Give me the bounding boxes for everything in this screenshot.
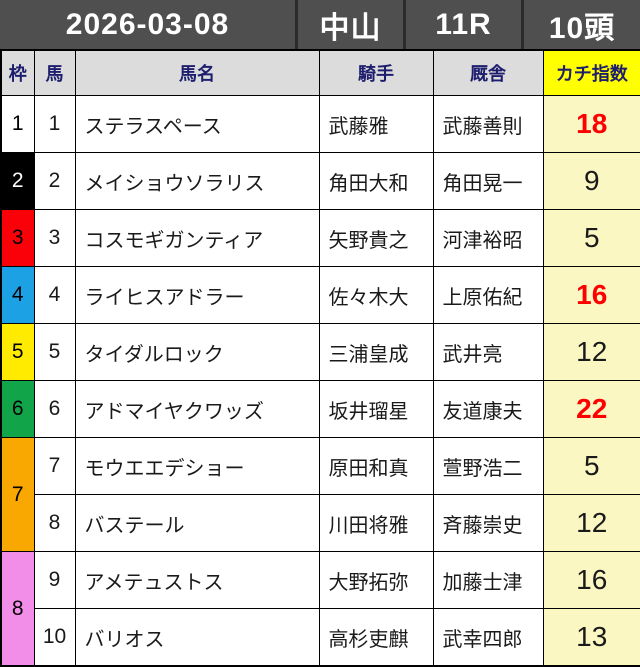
col-header-waku: 枠 <box>0 49 35 96</box>
waku-cell: 2 <box>0 152 35 210</box>
index-cell: 18 <box>542 95 640 153</box>
table-row: 10 バリオス 高杉吏麒 武幸四郎 13 <box>1 608 640 667</box>
jockey-cell: 矢野貴之 <box>318 209 434 267</box>
jockey-cell: 大野拓弥 <box>318 551 434 609</box>
horse-number-cell: 5 <box>33 323 76 381</box>
waku-cell: 4 <box>0 266 35 324</box>
index-cell: 22 <box>542 380 640 438</box>
stable-cell: 角田晃一 <box>432 152 544 210</box>
index-cell: 12 <box>542 323 640 381</box>
col-header-num: 馬 <box>33 49 76 96</box>
horse-number-cell: 4 <box>33 266 76 324</box>
table-row: 2 2 メイショウソラリス 角田大和 角田晃一 9 <box>0 152 640 210</box>
stable-cell: 友道康夫 <box>432 380 544 438</box>
waku-cell: 7 <box>0 437 35 552</box>
race-track: 中山 <box>295 0 403 49</box>
col-header-name: 馬名 <box>74 49 320 96</box>
waku-cell: 5 <box>0 323 35 381</box>
horse-name-cell: モウエエデショー <box>74 437 320 495</box>
stable-cell: 武幸四郎 <box>432 608 544 667</box>
index-cell: 5 <box>542 209 640 267</box>
stable-cell: 武井亮 <box>432 323 544 381</box>
jockey-cell: 坂井瑠星 <box>318 380 434 438</box>
horse-number-cell: 3 <box>33 209 76 267</box>
horse-number-cell: 2 <box>33 152 76 210</box>
table-row: 8 9 アメテュストス 大野拓弥 加藤士津 16 <box>0 551 640 667</box>
horse-name-cell: アドマイヤクワッズ <box>74 380 320 438</box>
race-head-count: 10頭 <box>521 0 640 49</box>
stable-cell: 河津裕昭 <box>432 209 544 267</box>
horse-name-cell: タイダルロック <box>74 323 320 381</box>
table-row: 6 6 アドマイヤクワッズ 坂井瑠星 友道康夫 22 <box>0 380 640 438</box>
stable-cell: 斉藤崇史 <box>432 494 544 552</box>
horse-name-cell: ステラスペース <box>74 95 320 153</box>
stable-cell: 加藤士津 <box>432 551 544 609</box>
waku-cell: 8 <box>0 551 35 667</box>
horse-number-cell: 10 <box>33 608 76 667</box>
waku-cell: 3 <box>0 209 35 267</box>
table-row: 5 5 タイダルロック 三浦皇成 武井亮 12 <box>0 323 640 381</box>
jockey-cell: 川田将雅 <box>318 494 434 552</box>
col-header-index: カチ指数 <box>542 49 640 96</box>
table-row: 8 バステール 川田将雅 斉藤崇史 12 <box>1 494 640 552</box>
horse-name-cell: メイショウソラリス <box>74 152 320 210</box>
jockey-cell: 三浦皇成 <box>318 323 434 381</box>
waku-cell: 1 <box>0 95 35 153</box>
index-cell: 16 <box>542 551 640 609</box>
jockey-cell: 佐々木大 <box>318 266 434 324</box>
table-row: 7 7 モウエエデショー 原田和真 萱野浩二 5 <box>0 437 640 552</box>
race-table: 枠 馬 馬名 騎手 厩舎 カチ指数 1 1 ステラスペース 武藤雅 武藤善則 18 2 2 メイ… <box>0 49 640 667</box>
race-number: 11R <box>403 0 521 49</box>
table-header-row: 枠 馬 馬名 騎手 厩舎 カチ指数 <box>0 49 640 96</box>
horse-number-cell: 1 <box>33 95 76 153</box>
index-cell: 16 <box>542 266 640 324</box>
horse-name-cell: バリオス <box>74 608 320 667</box>
horse-name-cell: コスモギガンティア <box>74 209 320 267</box>
table-row: 4 4 ライヒスアドラー 佐々木大 上原佑紀 16 <box>0 266 640 324</box>
index-cell: 12 <box>542 494 640 552</box>
race-date: 2026-03-08 <box>65 7 230 41</box>
jockey-cell: 原田和真 <box>318 437 434 495</box>
stable-cell: 武藤善則 <box>432 95 544 153</box>
waku-cell: 6 <box>0 380 35 438</box>
jockey-cell: 角田大和 <box>318 152 434 210</box>
stable-cell: 上原佑紀 <box>432 266 544 324</box>
index-cell: 9 <box>542 152 640 210</box>
horse-name-cell: アメテュストス <box>74 551 320 609</box>
horse-number-cell: 9 <box>33 551 76 609</box>
horse-name-cell: ライヒスアドラー <box>74 266 320 324</box>
col-header-stable: 厩舎 <box>432 49 544 96</box>
horse-number-cell: 7 <box>33 437 76 495</box>
stable-cell: 萱野浩二 <box>432 437 544 495</box>
horse-name-cell: バステール <box>74 494 320 552</box>
horse-number-cell: 8 <box>33 494 76 552</box>
horse-number-cell: 6 <box>33 380 76 438</box>
jockey-cell: 高杉吏麒 <box>318 608 434 667</box>
index-cell: 13 <box>542 608 640 667</box>
race-header-bar: 2026-03-08 中山 11R 10頭 <box>0 0 640 49</box>
col-header-jockey: 騎手 <box>318 49 434 96</box>
table-row: 1 1 ステラスペース 武藤雅 武藤善則 18 <box>0 95 640 153</box>
table-row: 3 3 コスモギガンティア 矢野貴之 河津裕昭 5 <box>0 209 640 267</box>
jockey-cell: 武藤雅 <box>318 95 434 153</box>
index-cell: 5 <box>542 437 640 495</box>
